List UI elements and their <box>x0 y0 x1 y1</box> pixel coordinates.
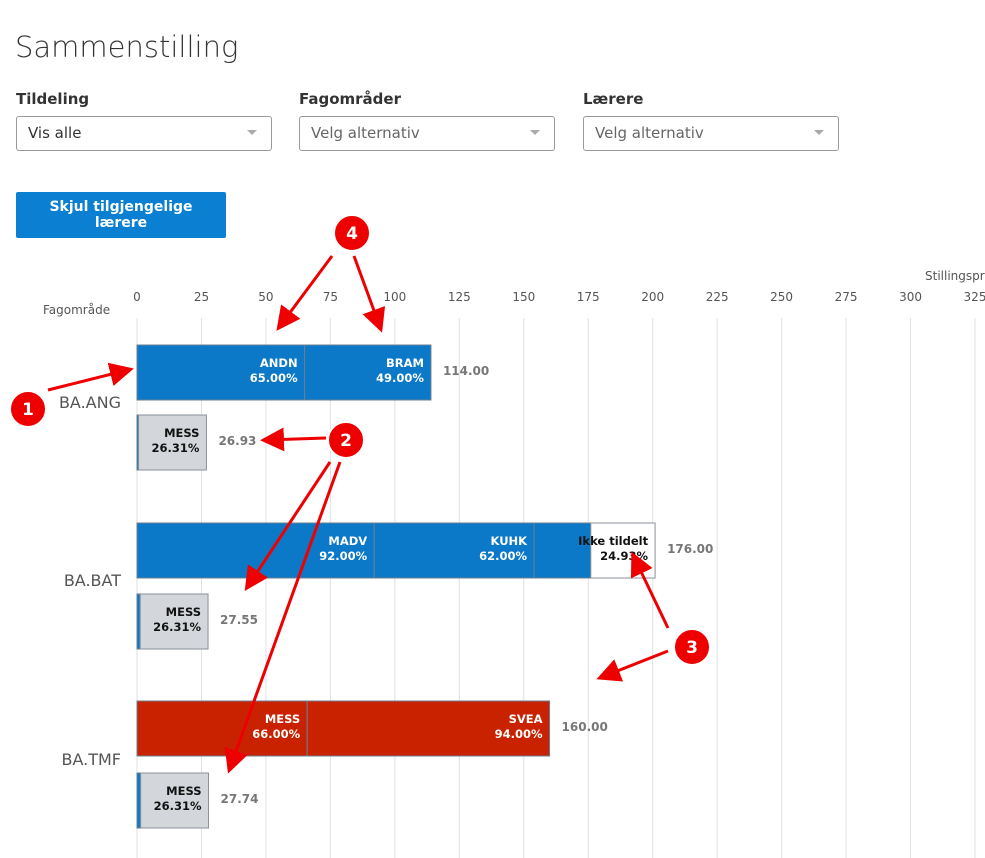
bar-segment <box>136 772 142 829</box>
bar-total: 27.74 <box>221 792 259 806</box>
select[interactable]: Vis alle <box>16 116 272 151</box>
bar-segment <box>138 414 207 471</box>
select[interactable]: Velg alternativ <box>583 116 839 151</box>
filter-label: Fagområder <box>299 90 401 108</box>
x-axis-title: Stillingsprosent <box>925 269 985 283</box>
bar-total: 114.00 <box>443 364 489 378</box>
segment-name: ANDN <box>260 356 298 370</box>
segment-value: 65.00% <box>250 371 298 385</box>
x-tick-label: 125 <box>448 290 471 304</box>
annotation-arrows <box>47 255 670 774</box>
page-title: Sammenstilling <box>15 30 239 64</box>
segment-value: 24.93% <box>600 549 648 563</box>
segment-value: 26.31% <box>153 620 201 634</box>
x-tick-label: 150 <box>512 290 535 304</box>
bar-segment <box>136 700 308 757</box>
segment-value: 26.31% <box>152 441 200 455</box>
segment-name: MESS <box>164 426 199 440</box>
bar-segment <box>533 522 592 579</box>
y-axis-title: Fagområde <box>43 303 110 317</box>
filter-label: Tildeling <box>16 90 90 108</box>
x-tick-label: 50 <box>258 290 273 304</box>
segment-value: 26.31% <box>154 799 202 813</box>
segment-name: MESS <box>166 605 201 619</box>
badges: 1 2 3 4 <box>9 214 711 666</box>
segment-name: KUHK <box>490 534 528 548</box>
badge: 4 <box>346 224 358 244</box>
segment-name: Ikke tildelt <box>578 534 648 548</box>
x-tick-label: 175 <box>577 290 600 304</box>
group-label: BA.TMF <box>61 750 121 769</box>
badge: 2 <box>340 431 352 451</box>
badge: 1 <box>22 400 34 420</box>
segment-value: 94.00% <box>495 727 543 741</box>
x-tick-label: 100 <box>383 290 406 304</box>
segment-value: 92.00% <box>319 549 367 563</box>
filter: Tildeling Vis alle <box>16 90 272 151</box>
bar-total: 26.93 <box>218 434 256 448</box>
segment-value: 49.00% <box>376 371 424 385</box>
segment-name: BRAM <box>386 356 424 370</box>
x-tick-label: 275 <box>835 290 858 304</box>
bar-segment <box>304 344 432 401</box>
segment-name: MESS <box>265 712 300 726</box>
segment-name: MADV <box>328 534 367 548</box>
select[interactable]: Velg alternativ <box>299 116 555 151</box>
x-tick-label: 225 <box>706 290 729 304</box>
filter-label: Lærere <box>583 90 644 108</box>
bar-segment <box>306 700 551 757</box>
bar-segment <box>139 593 209 650</box>
x-tick-label: 0 <box>133 290 141 304</box>
bar-total: 27.55 <box>220 613 258 627</box>
badge: 3 <box>686 638 698 658</box>
x-tick-label: 250 <box>770 290 793 304</box>
bar-segment <box>136 344 306 401</box>
bar-segment <box>373 522 535 579</box>
x-tick-label: 300 <box>899 290 922 304</box>
group-label: BA.BAT <box>64 571 121 590</box>
segment-name: SVEA <box>509 712 543 726</box>
segment-value: 62.00% <box>479 549 527 563</box>
filter: Fagområder Velg alternativ <box>299 90 555 151</box>
group-label: BA.ANG <box>59 393 121 412</box>
bar-total: 160.00 <box>562 720 608 734</box>
toggle-button[interactable]: Skjul tilgjengelige lærere <box>16 192 226 238</box>
bar-segment <box>140 772 210 829</box>
filter: Lærere Velg alternativ <box>583 90 839 151</box>
x-tick-label: 75 <box>323 290 338 304</box>
x-tick-label: 325 <box>964 290 985 304</box>
x-tick-label: 200 <box>641 290 664 304</box>
segment-value: 66.00% <box>252 727 300 741</box>
bar-total: 176.00 <box>667 542 713 556</box>
segment-name: MESS <box>166 784 201 798</box>
x-tick-label: 25 <box>194 290 209 304</box>
